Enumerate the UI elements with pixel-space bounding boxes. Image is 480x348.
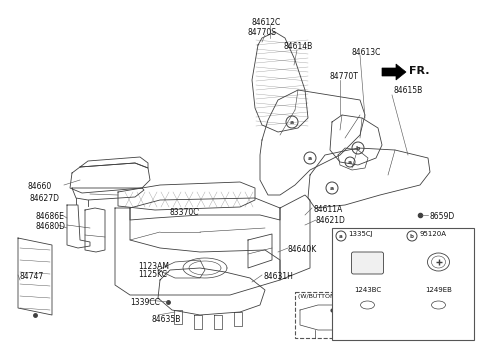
- Text: 84631H: 84631H: [264, 272, 294, 281]
- Text: 84613C: 84613C: [352, 48, 382, 57]
- Text: 95420N: 95420N: [370, 308, 397, 314]
- Text: 83370C: 83370C: [170, 208, 200, 217]
- Text: 8659D: 8659D: [430, 212, 455, 221]
- Text: 1249EB: 1249EB: [425, 287, 452, 293]
- Text: 84770T: 84770T: [330, 72, 359, 81]
- Text: 84660: 84660: [28, 182, 52, 191]
- Text: (W/BUTTON START): (W/BUTTON START): [298, 294, 358, 299]
- Text: 1125KC: 1125KC: [138, 270, 167, 279]
- Text: 84615B: 84615B: [393, 86, 422, 95]
- Text: a: a: [290, 119, 294, 125]
- Text: a: a: [348, 159, 352, 165]
- Text: 84680D: 84680D: [35, 222, 65, 231]
- Text: 1243BC: 1243BC: [354, 287, 381, 293]
- Polygon shape: [382, 64, 406, 80]
- Text: 84635B: 84635B: [388, 320, 415, 326]
- Text: 1123AM: 1123AM: [138, 262, 169, 271]
- Bar: [332, 228, 474, 340]
- Text: 1335CJ: 1335CJ: [348, 231, 372, 237]
- Text: 84770S: 84770S: [247, 28, 276, 37]
- Text: a: a: [330, 185, 334, 190]
- Text: 84612C: 84612C: [252, 18, 281, 27]
- Text: FR.: FR.: [409, 66, 430, 76]
- Text: 84621D: 84621D: [316, 216, 346, 225]
- Text: 84611A: 84611A: [314, 205, 343, 214]
- FancyBboxPatch shape: [351, 252, 384, 274]
- Text: a: a: [308, 156, 312, 160]
- Text: 1339CC: 1339CC: [130, 298, 160, 307]
- Text: 84614B: 84614B: [284, 42, 313, 51]
- Text: 84747: 84747: [20, 272, 44, 281]
- Text: b: b: [410, 234, 414, 238]
- Text: 84635B: 84635B: [152, 315, 181, 324]
- Text: b: b: [356, 145, 360, 150]
- Text: 95120A: 95120A: [419, 231, 446, 237]
- Text: a: a: [339, 234, 343, 238]
- Text: 84627D: 84627D: [30, 194, 60, 203]
- Text: 84640K: 84640K: [288, 245, 317, 254]
- Text: 84686E: 84686E: [35, 212, 64, 221]
